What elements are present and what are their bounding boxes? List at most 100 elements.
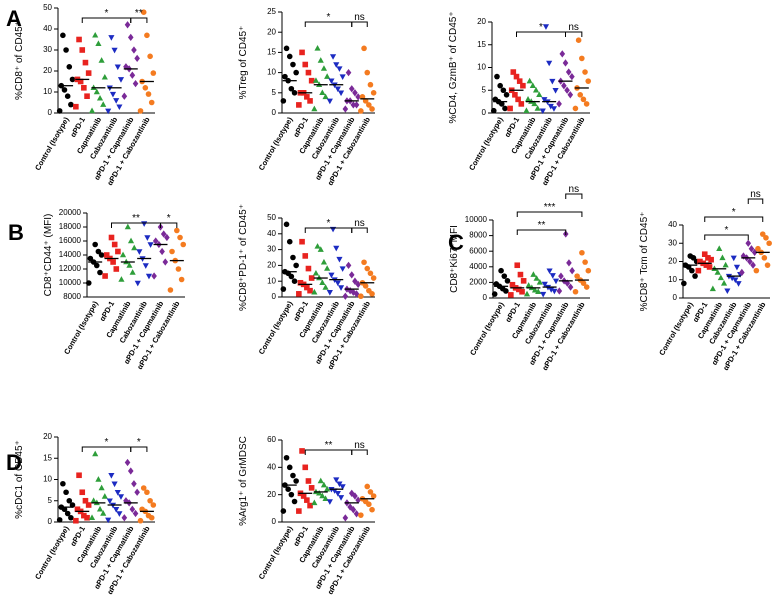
data-point <box>61 87 68 93</box>
data-point <box>574 273 580 279</box>
y-tick-label: 50 <box>267 213 276 222</box>
data-point <box>531 100 538 107</box>
y-tick-label: 0 <box>272 517 277 526</box>
data-point <box>307 502 313 509</box>
y-tick-label: 20 <box>43 66 52 75</box>
data-point <box>370 275 377 281</box>
significance-bracket <box>565 31 583 37</box>
data-point <box>367 489 374 495</box>
significance-label: * <box>327 12 331 23</box>
data-point <box>549 273 556 279</box>
data-point <box>159 247 165 256</box>
data-point <box>95 40 102 46</box>
data-point <box>724 288 731 295</box>
data-point <box>320 65 328 71</box>
data-point <box>539 108 546 115</box>
significance-label: * <box>105 8 109 19</box>
data-point <box>297 279 304 286</box>
data-point <box>90 497 97 503</box>
data-point <box>74 506 81 513</box>
data-point <box>562 59 569 67</box>
data-point <box>329 54 337 60</box>
data-point <box>526 77 533 84</box>
data-point <box>735 281 742 287</box>
data-point <box>352 277 358 285</box>
data-point <box>580 96 587 103</box>
data-point <box>369 506 375 513</box>
data-point <box>542 24 550 30</box>
data-point <box>491 291 498 297</box>
data-point <box>127 237 135 244</box>
data-point <box>76 36 82 43</box>
data-point <box>304 94 310 100</box>
data-point <box>324 485 331 492</box>
data-point <box>73 517 79 524</box>
data-point <box>501 273 508 279</box>
y-tick-label: 10 <box>668 275 677 284</box>
data-point <box>307 98 313 104</box>
y-tick-label: 10 <box>267 68 276 77</box>
data-point <box>503 92 510 98</box>
data-point <box>296 102 302 108</box>
data-point <box>541 97 548 103</box>
x-tick-label: Control (Isotype) <box>657 300 695 357</box>
data-point <box>114 490 121 496</box>
data-point <box>697 258 703 265</box>
data-point <box>585 267 592 274</box>
data-point <box>689 267 695 274</box>
data-point <box>169 248 175 255</box>
data-point <box>66 497 73 504</box>
data-point <box>293 262 299 269</box>
data-point <box>290 254 296 261</box>
data-point <box>82 497 89 504</box>
y-tick-label: 15 <box>267 48 276 57</box>
data-point <box>337 495 345 501</box>
data-point <box>366 287 372 294</box>
data-point <box>121 92 128 100</box>
data-point <box>308 485 315 491</box>
data-point <box>139 506 145 513</box>
data-point <box>695 267 702 274</box>
data-point <box>328 78 335 85</box>
panel-label: C <box>448 230 464 255</box>
x-tick-label: Control (Isotype) <box>33 115 71 172</box>
data-point <box>106 498 113 505</box>
data-point <box>339 266 346 272</box>
data-point <box>732 277 739 284</box>
data-point <box>517 271 524 278</box>
data-point <box>518 101 525 107</box>
y-tick-label: 25 <box>267 7 276 16</box>
data-point <box>552 88 559 94</box>
data-point <box>493 281 500 287</box>
y-tick-label: 20 <box>668 257 677 266</box>
data-point <box>132 509 139 518</box>
data-point <box>114 64 121 71</box>
data-point <box>111 241 118 248</box>
y-tick-label: 20 <box>43 432 52 441</box>
data-point <box>56 108 63 114</box>
data-point <box>140 9 147 15</box>
y-axis-label: %CD8⁺ of CD45⁺ <box>14 21 25 100</box>
y-tick-label: 20 <box>267 27 276 36</box>
significance-bracket <box>160 222 178 228</box>
significance-label: ns <box>569 184 580 195</box>
data-point <box>69 502 76 508</box>
significance-label: * <box>327 218 331 229</box>
data-point <box>336 256 343 263</box>
data-point <box>536 91 543 98</box>
significance-bracket <box>747 198 764 204</box>
data-point <box>546 60 553 67</box>
data-point <box>530 271 537 277</box>
data-point <box>96 94 104 101</box>
data-point <box>124 458 131 467</box>
data-point <box>333 62 340 68</box>
y-tick-label: 10 <box>477 63 486 72</box>
data-point <box>546 268 553 275</box>
data-point <box>299 49 305 56</box>
data-point <box>291 278 298 285</box>
data-point <box>519 288 525 295</box>
data-point <box>556 287 563 295</box>
data-point <box>142 263 149 269</box>
y-tick-label: 12000 <box>59 264 82 273</box>
data-point <box>352 89 358 97</box>
